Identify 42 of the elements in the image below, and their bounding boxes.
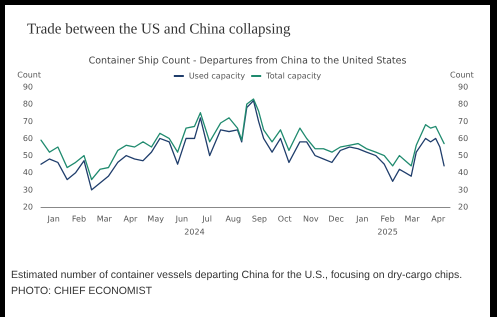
x-tick-label: Mar — [96, 214, 113, 224]
y2-tick-label: 40 — [458, 168, 468, 178]
chart-subtitle: Container Ship Count - Departures from China to the United States — [88, 56, 406, 66]
x-tick-label: Feb — [72, 214, 86, 224]
legend-label: Total capacity — [265, 72, 322, 80]
x-tick-label: Mar — [404, 214, 420, 224]
x-tick-label: Dec — [328, 214, 344, 224]
x2-tick-label: 2025 — [377, 228, 398, 236]
y2-tick-label: 50 — [458, 151, 468, 160]
y2-tick-label: 80 — [458, 100, 468, 109]
x-tick-label: Apr — [431, 214, 446, 224]
y-tick-label: 20 — [22, 202, 33, 212]
x-tick-label: Aug — [225, 214, 242, 224]
y-tick-label: 40 — [22, 168, 33, 178]
y-tick-label: 70 — [22, 116, 33, 126]
x-tick-label: Jan — [46, 214, 60, 224]
y-tick-label: 80 — [22, 100, 33, 109]
x-tick-label: Feb — [380, 214, 395, 224]
legend-label: Used capacity — [188, 72, 246, 80]
x-tick-label: Jun — [174, 214, 188, 224]
text: Estimated number of container vessels departing China for the U.S., focusing on dry-cargo chips. — [11, 268, 464, 283]
x-tick-label: May — [147, 214, 164, 224]
y-axis-title: Count — [17, 70, 41, 80]
x-tick-label: Jul — [201, 214, 212, 224]
y-tick-label: 60 — [22, 134, 33, 143]
x-tick-label: Jan — [355, 214, 368, 224]
y-tick-label: 30 — [22, 185, 33, 194]
x-tick-label: Sep — [252, 214, 267, 224]
y-tick-label: 50 — [22, 151, 33, 160]
x2-tick-label: 2024 — [184, 228, 205, 236]
text: PHOTO: CHIEF ECONOMIST — [11, 284, 153, 299]
y2-tick-label: 70 — [458, 116, 468, 126]
y2-tick-label: 90 — [458, 82, 468, 92]
x-tick-label: Nov — [303, 214, 319, 224]
y2-tick-label: 30 — [458, 185, 468, 194]
y2-tick-label: 60 — [458, 134, 468, 143]
y-tick-label: 90 — [22, 82, 33, 92]
x-tick-label: Oct — [278, 214, 292, 224]
x-tick-label: Apr — [123, 214, 138, 224]
chart-title: Trade between the US and China collapsing — [27, 22, 292, 38]
y2-axis-title: Count — [450, 70, 474, 80]
y2-tick-label: 20 — [458, 202, 468, 212]
